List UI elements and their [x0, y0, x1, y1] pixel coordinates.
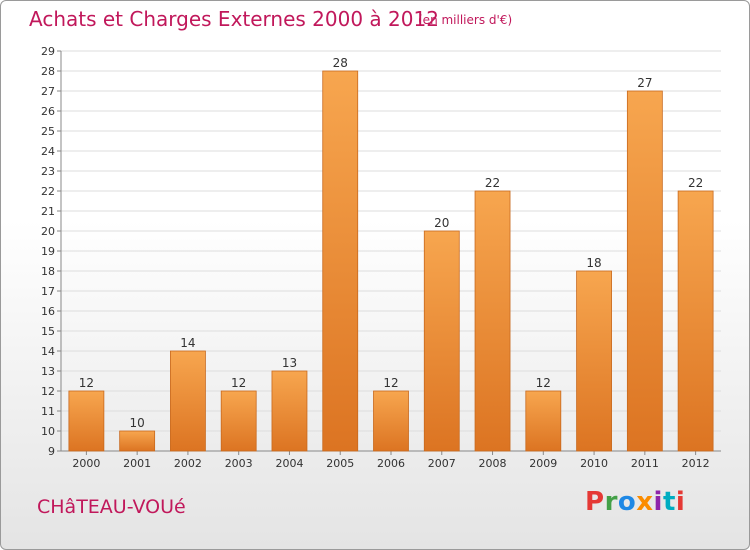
y-tick-label: 26	[41, 105, 55, 118]
y-tick-label: 20	[41, 225, 55, 238]
proxiti-logo[interactable]: Proxiti	[585, 487, 685, 517]
y-tick-label: 17	[41, 285, 55, 298]
bar-2011[interactable]	[626, 90, 663, 452]
y-tick-label: 25	[41, 125, 55, 138]
bars	[68, 70, 714, 452]
bar-2005[interactable]	[322, 70, 359, 452]
bar-2004[interactable]	[271, 370, 308, 452]
data-label-2005: 28	[333, 56, 348, 70]
chart-title: Achats et Charges Externes 2000 à 2012	[29, 7, 439, 31]
y-tick-label: 19	[41, 245, 55, 258]
data-label-2002: 14	[180, 336, 195, 350]
logo-letter: i	[653, 487, 663, 517]
y-tick-label: 16	[41, 305, 55, 318]
y-axis: 9 10 11 12 13 14 15 16 17 18 19 20 21 22 23 24 25 26 27 28 2…	[41, 45, 62, 458]
logo-letter: o	[617, 487, 637, 517]
x-tick-label-2005: 2005	[326, 457, 354, 470]
bar-2001[interactable]	[119, 430, 156, 452]
x-tick-label-2012: 2012	[682, 457, 710, 470]
x-tick-label-2007: 2007	[428, 457, 456, 470]
logo-letter: i	[675, 487, 686, 517]
logo-letter: x	[636, 487, 654, 517]
bar-2000[interactable]	[68, 390, 105, 452]
bar-2007[interactable]	[423, 230, 460, 452]
y-tick-label: 24	[41, 145, 55, 158]
bar-2012[interactable]	[677, 190, 714, 452]
y-tick-label: 28	[41, 65, 55, 78]
x-tick-label-2003: 2003	[225, 457, 253, 470]
data-label-2012: 22	[688, 176, 703, 190]
data-label-2011: 27	[637, 76, 652, 90]
x-tick-label-2004: 2004	[275, 457, 303, 470]
data-label-2003: 12	[231, 376, 246, 390]
data-label-2001: 10	[130, 416, 145, 430]
y-tick-label: 15	[41, 325, 55, 338]
y-tick-label: 11	[41, 405, 55, 418]
x-tick-label-2008: 2008	[479, 457, 507, 470]
x-tick-label-2006: 2006	[377, 457, 405, 470]
y-tick-label: 29	[41, 45, 55, 58]
y-tick-label: 10	[41, 425, 55, 438]
y-tick-label: 22	[41, 185, 55, 198]
x-tick-label-2001: 2001	[123, 457, 151, 470]
x-tick-label-2009: 2009	[529, 457, 557, 470]
y-tick-label: 9	[48, 445, 55, 458]
y-tick-label: 14	[41, 345, 55, 358]
bar-2002[interactable]	[170, 350, 206, 452]
x-tick-label-2000: 2000	[72, 457, 100, 470]
logo-letter: P	[585, 487, 605, 517]
y-tick-label: 18	[41, 265, 55, 278]
x-tick-label-2011: 2011	[631, 457, 659, 470]
data-label-2007: 20	[434, 216, 449, 230]
data-label-2009: 12	[536, 376, 551, 390]
logo-letter: r	[604, 487, 618, 517]
bar-2003[interactable]	[220, 390, 257, 452]
data-label-2008: 22	[485, 176, 500, 190]
data-label-2006: 12	[383, 376, 398, 390]
y-tick-label: 23	[41, 165, 55, 178]
bar-2009[interactable]	[525, 390, 562, 452]
bar-2006[interactable]	[373, 390, 409, 452]
logo-letter: t	[662, 487, 676, 517]
data-labels: 12 10 14 12 13 28 12 20 22 12 18 27 22	[79, 56, 704, 430]
y-tick-label: 21	[41, 205, 55, 218]
y-tick-label: 13	[41, 365, 55, 378]
x-axis: 2000 2001 2002 2003 2004 2005 2006 2007 2008 2009…	[61, 450, 721, 470]
x-tick-label-2010: 2010	[580, 457, 608, 470]
data-label-2010: 18	[586, 256, 601, 270]
bar-2008[interactable]	[474, 190, 511, 452]
y-tick-label: 12	[41, 385, 55, 398]
bar-2010[interactable]	[576, 270, 612, 452]
place-name: CHâTEAU-VOUé	[37, 496, 186, 518]
y-tick-label: 27	[41, 85, 55, 98]
data-label-2004: 13	[282, 356, 297, 370]
x-tick-label-2002: 2002	[174, 457, 202, 470]
chart-subtitle: (en milliers d'€)	[418, 13, 513, 27]
data-label-2000: 12	[79, 376, 94, 390]
